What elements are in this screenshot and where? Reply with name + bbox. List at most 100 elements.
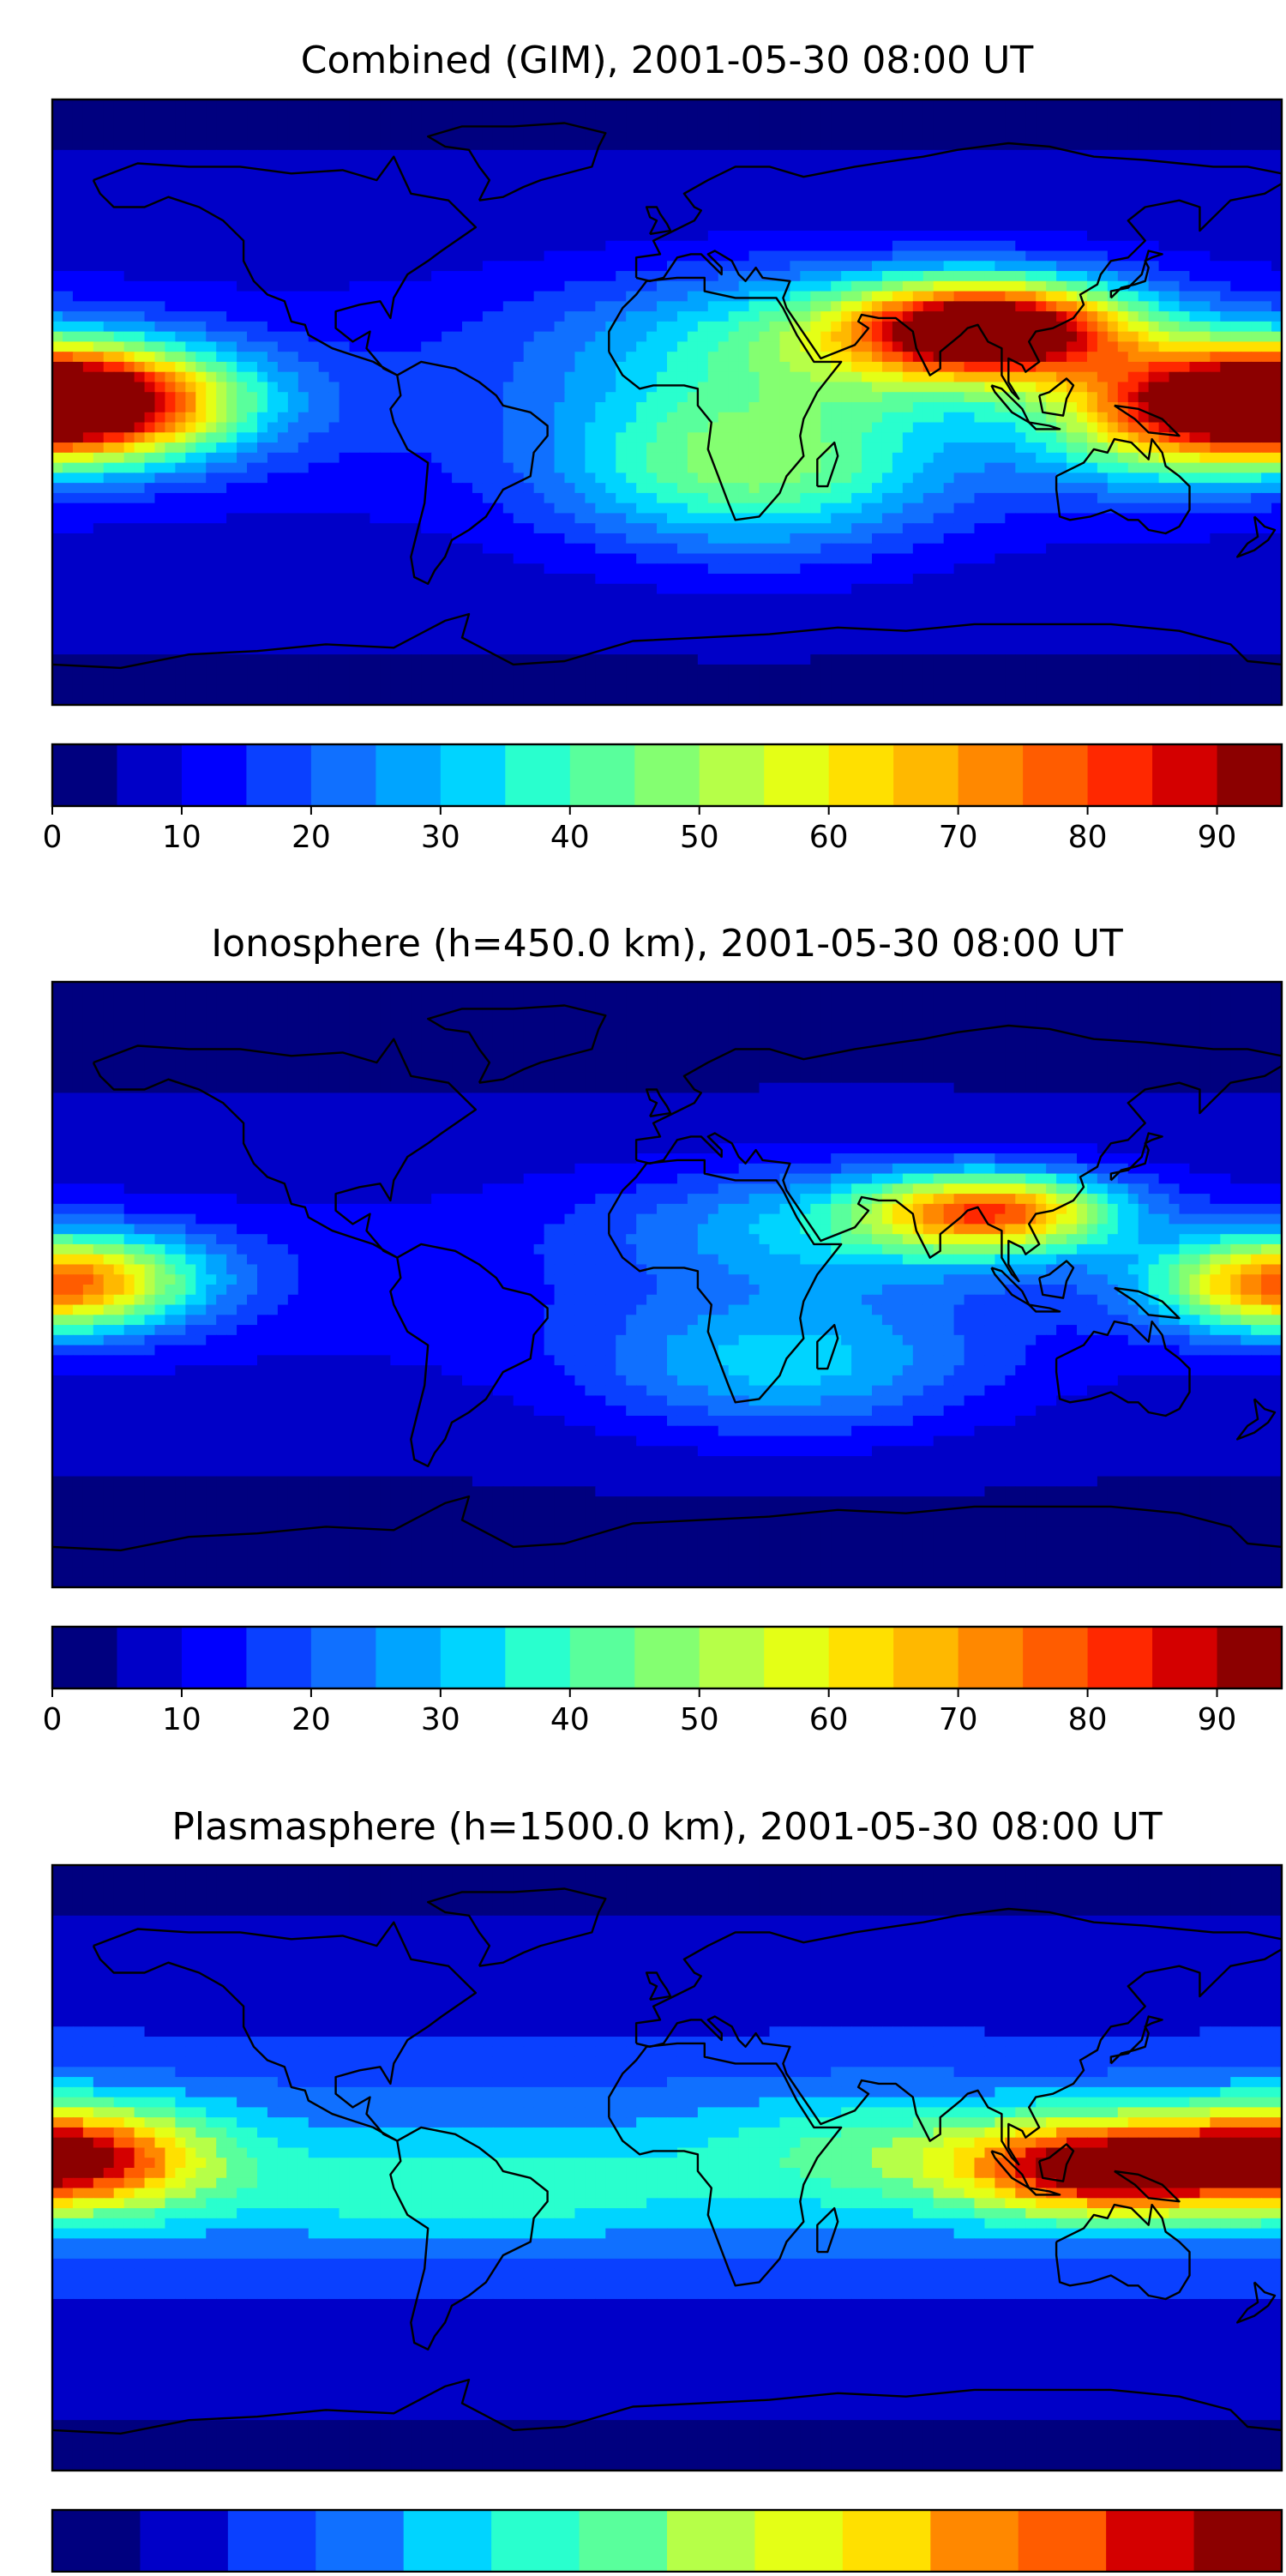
contour-cell — [748, 200, 760, 212]
contour-cell — [1148, 331, 1160, 342]
contour-cell — [237, 200, 248, 212]
contour-cell — [892, 200, 904, 212]
contour-cell — [810, 159, 821, 171]
contour-cell — [1086, 291, 1098, 302]
contour-cell — [72, 180, 84, 191]
contour-cell — [390, 180, 401, 191]
contour-cell — [728, 200, 740, 212]
contour-cell — [277, 432, 289, 443]
contour-cell — [154, 301, 166, 312]
contour-cell — [206, 361, 217, 373]
contour-cell — [1169, 442, 1181, 454]
contour-cell — [554, 291, 566, 302]
contour-cell — [995, 271, 1006, 282]
contour-cell — [728, 412, 740, 424]
contour-cell — [554, 200, 566, 212]
contour-cell — [800, 483, 811, 494]
contour-cell — [421, 442, 432, 454]
contour-cell — [1210, 149, 1221, 161]
contour-cell — [1261, 291, 1272, 302]
contour-cell — [728, 483, 740, 494]
contour-cell — [1271, 462, 1282, 473]
contour-cell — [226, 331, 237, 342]
contour-cell — [984, 99, 995, 111]
contour-cell — [933, 240, 945, 252]
contour-cell — [1046, 220, 1057, 232]
contour-cell — [502, 230, 514, 242]
contour-cell — [933, 402, 945, 413]
contour-cell — [779, 240, 790, 252]
contour-cell — [933, 472, 945, 484]
contour-cell — [1077, 492, 1088, 504]
contour-cell — [62, 371, 74, 383]
contour-cell — [902, 483, 914, 494]
contour-cell — [237, 412, 248, 424]
contour-cell — [892, 119, 904, 130]
contour-cell — [554, 483, 566, 494]
contour-cell — [297, 129, 309, 141]
contour-cell — [144, 492, 156, 504]
contour-cell — [287, 432, 299, 443]
contour-cell — [748, 250, 760, 262]
contour-cell — [1210, 361, 1221, 373]
contour-cell — [595, 442, 606, 454]
contour-cell — [974, 422, 986, 433]
contour-cell — [328, 483, 340, 494]
contour-cell — [800, 503, 811, 515]
contour-cell — [738, 503, 750, 515]
contour-cell — [1261, 361, 1272, 373]
contour-cell — [1251, 503, 1262, 515]
contour-cell — [1046, 190, 1057, 202]
contour-cell — [195, 492, 207, 504]
contour-cell — [1241, 149, 1252, 161]
contour-cell — [636, 170, 647, 181]
contour-cell — [831, 230, 842, 242]
contour-cell — [1025, 311, 1037, 322]
contour-cell — [1210, 159, 1221, 171]
contour-cell — [144, 432, 156, 443]
contour-cell — [922, 271, 934, 282]
contour-cell — [1117, 472, 1129, 484]
contour-cell — [574, 149, 586, 161]
contour-cell — [738, 352, 750, 363]
contour-cell — [103, 261, 115, 272]
contour-cell — [933, 210, 945, 221]
contour-cell — [113, 220, 125, 232]
contour-cell — [462, 352, 473, 363]
contour-cell — [922, 483, 934, 494]
contour-cell — [790, 392, 801, 403]
contour-cell — [359, 321, 371, 333]
contour-cell — [472, 462, 484, 473]
contour-cell — [687, 412, 699, 424]
contour-cell — [585, 432, 596, 443]
contour-cell — [411, 412, 422, 424]
contour-cell — [247, 412, 258, 424]
contour-cell — [605, 271, 616, 282]
contour-cell — [718, 311, 730, 322]
contour-cell — [339, 422, 351, 433]
contour-cell — [277, 382, 289, 393]
contour-cell — [1220, 352, 1231, 363]
contour-cell — [318, 170, 330, 181]
contour-cell — [318, 361, 330, 373]
contour-cell — [349, 280, 361, 292]
contour-cell — [748, 180, 760, 191]
contour-cell — [1025, 321, 1037, 333]
contour-cell — [1036, 271, 1047, 282]
contour-cell — [216, 331, 227, 342]
contour-cell — [1189, 462, 1200, 473]
contour-cell — [472, 492, 484, 504]
contour-cell — [113, 149, 125, 161]
contour-cell — [1148, 261, 1160, 272]
contour-cell — [1015, 261, 1026, 272]
contour-cell — [820, 412, 832, 424]
contour-cell — [1107, 382, 1119, 393]
contour-cell — [974, 432, 986, 443]
contour-cell — [472, 361, 484, 373]
contour-cell — [380, 99, 391, 111]
contour-cell — [759, 382, 771, 393]
contour-cell — [636, 442, 647, 454]
contour-cell — [513, 432, 525, 443]
contour-cell — [1230, 230, 1241, 242]
contour-cell — [93, 109, 105, 121]
